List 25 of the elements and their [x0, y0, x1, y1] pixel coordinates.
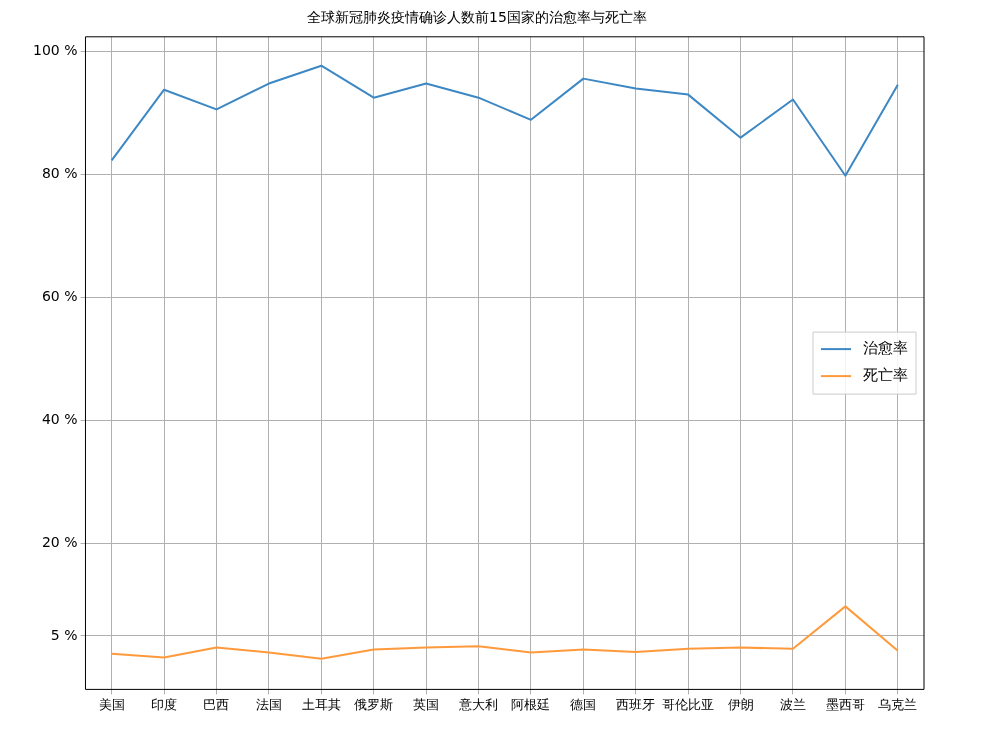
- y-tick-label: 100 %: [32, 42, 78, 59]
- x-tick-label: 英国: [413, 696, 440, 712]
- x-tick-label: 俄罗斯: [354, 696, 394, 712]
- y-tick-label: 5 %: [50, 626, 78, 643]
- x-tick-label: 德国: [570, 696, 597, 712]
- x-tick-label: 西班牙: [616, 696, 656, 712]
- chart-title: 全球新冠肺炎疫情确诊人数前15国家的治愈率与死亡率: [307, 9, 647, 26]
- y-tick-label: 80 %: [41, 165, 78, 182]
- y-tick-label: 60 %: [41, 288, 78, 305]
- x-tick-label: 土耳其: [301, 696, 341, 712]
- x-tick-label: 乌克兰: [878, 696, 918, 712]
- x-tick-label: 哥伦比亚: [662, 696, 715, 712]
- x-tick-label: 墨西哥: [825, 696, 865, 712]
- y-tick-label: 40 %: [41, 411, 78, 428]
- x-tick-label: 阿根廷: [511, 696, 551, 712]
- legend-label: 治愈率: [863, 338, 908, 357]
- x-tick-label: 美国: [98, 696, 125, 712]
- x-tick-label: 印度: [151, 696, 178, 712]
- y-tick-label: 20 %: [41, 534, 78, 551]
- x-tick-label: 巴西: [203, 696, 230, 712]
- x-tick-label: 伊朗: [727, 696, 754, 712]
- legend-label: 死亡率: [863, 365, 908, 384]
- x-tick-label: 法国: [255, 696, 282, 712]
- x-tick-label: 意大利: [458, 696, 499, 712]
- x-tick-label: 波兰: [779, 696, 806, 712]
